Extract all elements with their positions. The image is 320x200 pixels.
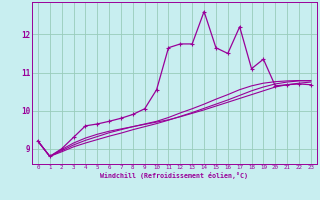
X-axis label: Windchill (Refroidissement éolien,°C): Windchill (Refroidissement éolien,°C) bbox=[100, 172, 248, 179]
